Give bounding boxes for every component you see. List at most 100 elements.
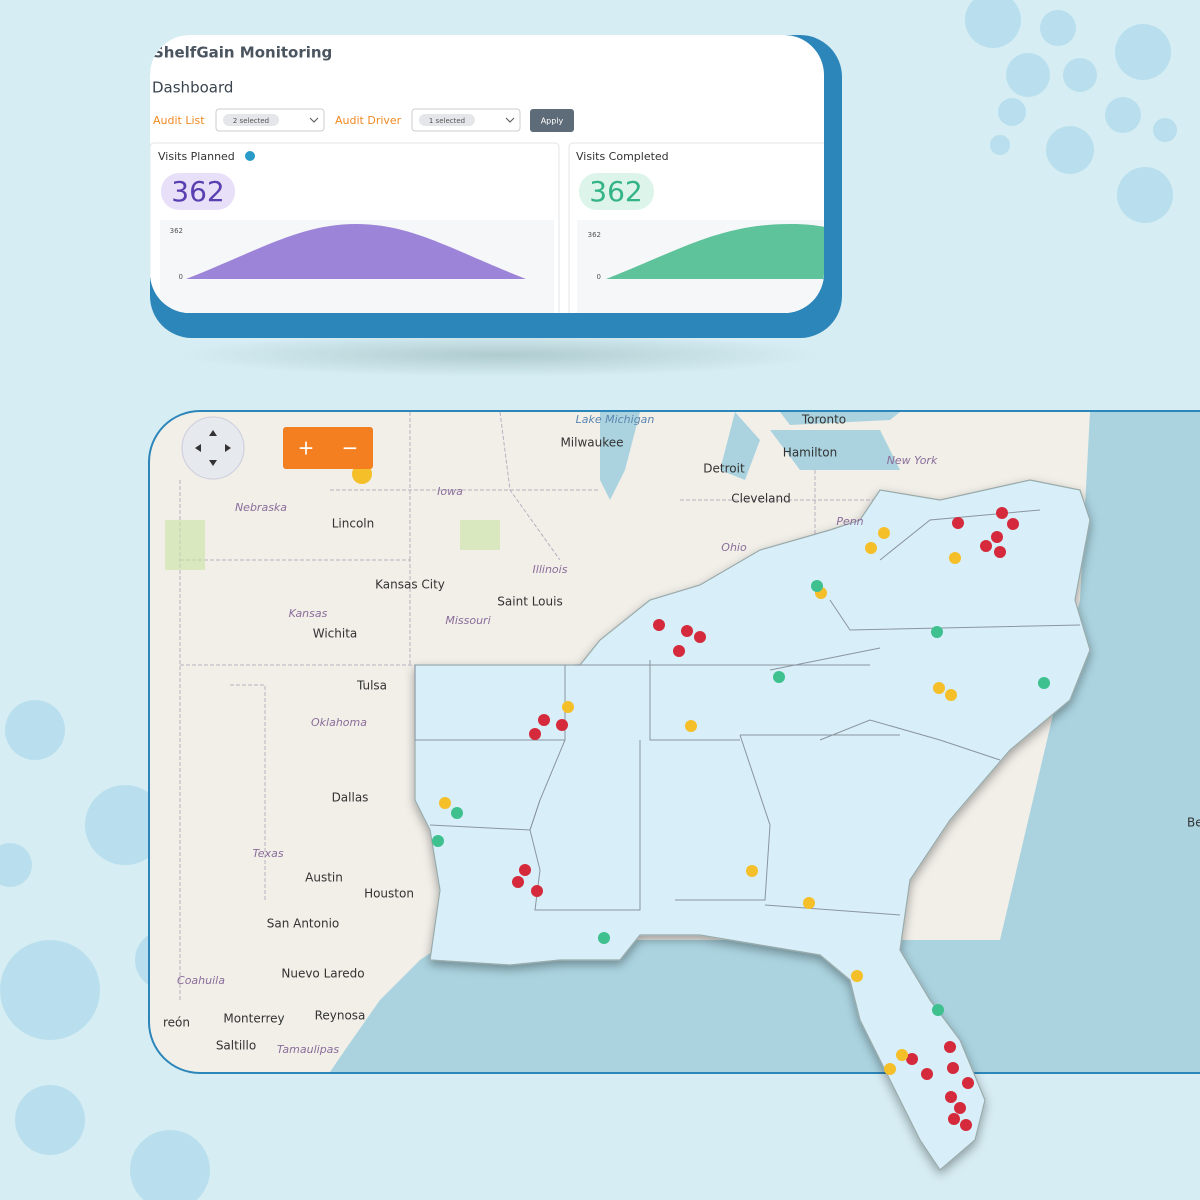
place-label: Milwaukee	[560, 436, 623, 450]
axis-label: 362	[170, 227, 183, 235]
map-marker[interactable]	[681, 625, 693, 637]
place-label: San Antonio	[267, 917, 340, 931]
place-label: Illinois	[533, 563, 568, 576]
place-label: Toronto	[801, 413, 846, 427]
place-label: Dallas	[332, 791, 369, 805]
map-marker[interactable]	[598, 932, 610, 944]
dashboard-screenshot: ShelfGain Monitoring Dashboard Audit Lis…	[150, 35, 824, 313]
zoom-out[interactable]: −	[342, 436, 359, 460]
map-marker[interactable]	[653, 619, 665, 631]
map-marker[interactable]	[932, 1004, 944, 1016]
place-label: Coahuila	[177, 974, 225, 987]
place-label: Kansas City	[375, 578, 445, 592]
zoom-in[interactable]: +	[298, 436, 315, 460]
place-label: Oklahoma	[311, 716, 367, 729]
map-marker[interactable]	[945, 1091, 957, 1103]
place-label: Hamilton	[783, 446, 837, 460]
place-label: Detroit	[703, 462, 745, 476]
place-label: Austin	[305, 871, 343, 885]
card-title: Visits Completed	[576, 150, 669, 163]
place-label: Saint Louis	[497, 595, 562, 609]
filter-label: Audit List	[153, 114, 205, 127]
filter-value: 1 selected	[429, 117, 465, 125]
map-marker[interactable]	[944, 1041, 956, 1053]
map-marker[interactable]	[673, 645, 685, 657]
map-marker[interactable]	[960, 1119, 972, 1131]
place-label: Ohio	[721, 541, 747, 554]
place-label: New York	[887, 454, 938, 467]
place-label: Texas	[252, 847, 283, 860]
place-label: Cleveland	[731, 492, 791, 506]
map-marker[interactable]	[865, 542, 877, 554]
map-marker[interactable]	[878, 527, 890, 539]
map-marker[interactable]	[896, 1049, 908, 1061]
map-marker[interactable]	[538, 714, 550, 726]
map-marker[interactable]	[884, 1063, 896, 1075]
state-lines	[414, 509, 1081, 916]
zoom-control	[283, 427, 373, 469]
filter-value: 2 selected	[233, 117, 269, 125]
map-marker[interactable]	[994, 546, 1006, 558]
map-marker[interactable]	[980, 540, 992, 552]
place-label: Lake Michigan	[576, 413, 655, 426]
map-marker[interactable]	[962, 1077, 974, 1089]
place-label: Nebraska	[235, 501, 287, 514]
map-marker[interactable]	[562, 701, 574, 713]
place-label: Penn	[836, 515, 863, 528]
map-marker[interactable]	[948, 1113, 960, 1125]
map-marker[interactable]	[432, 835, 444, 847]
map-marker[interactable]	[529, 728, 541, 740]
region	[414, 479, 1091, 1171]
place-label: Missouri	[445, 614, 490, 627]
map-marker[interactable]	[694, 631, 706, 643]
map: + − Lake Michigan Toronto Milwaukee Detr…	[148, 410, 1200, 1171]
card-value: 362	[171, 175, 224, 208]
map-marker[interactable]	[685, 720, 697, 732]
area-chart	[186, 224, 526, 279]
axis-label: 0	[179, 273, 183, 281]
map-marker[interactable]	[556, 719, 568, 731]
map-marker[interactable]	[1007, 518, 1019, 530]
map-marker[interactable]	[949, 552, 961, 564]
place-label: Wichita	[313, 627, 358, 641]
map-marker[interactable]	[931, 626, 943, 638]
map-marker[interactable]	[906, 1053, 918, 1065]
map-marker[interactable]	[811, 580, 823, 592]
map-marker[interactable]	[954, 1102, 966, 1114]
apply-button[interactable]	[530, 109, 574, 132]
map-marker[interactable]	[947, 1062, 959, 1074]
place-label: Tulsa	[356, 679, 387, 693]
map-marker[interactable]	[439, 797, 451, 809]
map-marker[interactable]	[991, 531, 1003, 543]
place-label: Tamaulipas	[277, 1043, 340, 1056]
map-marker[interactable]	[773, 671, 785, 683]
place-label: Houston	[364, 887, 414, 901]
pan-control[interactable]	[181, 416, 245, 480]
map-marker[interactable]	[851, 970, 863, 982]
map-marker[interactable]	[945, 689, 957, 701]
map-marker[interactable]	[519, 864, 531, 876]
map-marker[interactable]	[746, 865, 758, 877]
map-marker[interactable]	[531, 885, 543, 897]
map-marker[interactable]	[921, 1068, 933, 1080]
place-label: reón	[163, 1016, 190, 1030]
map-marker[interactable]	[952, 517, 964, 529]
place-label: Nuevo Laredo	[281, 967, 364, 981]
place-label: Reynosa	[315, 1009, 366, 1023]
map-marker[interactable]	[451, 807, 463, 819]
filter-label: Audit Driver	[335, 114, 402, 127]
area-chart	[606, 224, 824, 279]
map-marker[interactable]	[1038, 677, 1050, 689]
map-marker[interactable]	[803, 897, 815, 909]
map-marker[interactable]	[996, 507, 1008, 519]
axis-label: 0	[597, 273, 601, 281]
axis-label: 362	[588, 231, 601, 239]
card-title: Visits Planned	[158, 150, 235, 163]
map-marker[interactable]	[933, 682, 945, 694]
apply-label: Apply	[541, 117, 564, 126]
place-label: Be	[1187, 816, 1200, 830]
map-marker[interactable]	[512, 876, 524, 888]
place-label: Saltillo	[216, 1039, 256, 1053]
